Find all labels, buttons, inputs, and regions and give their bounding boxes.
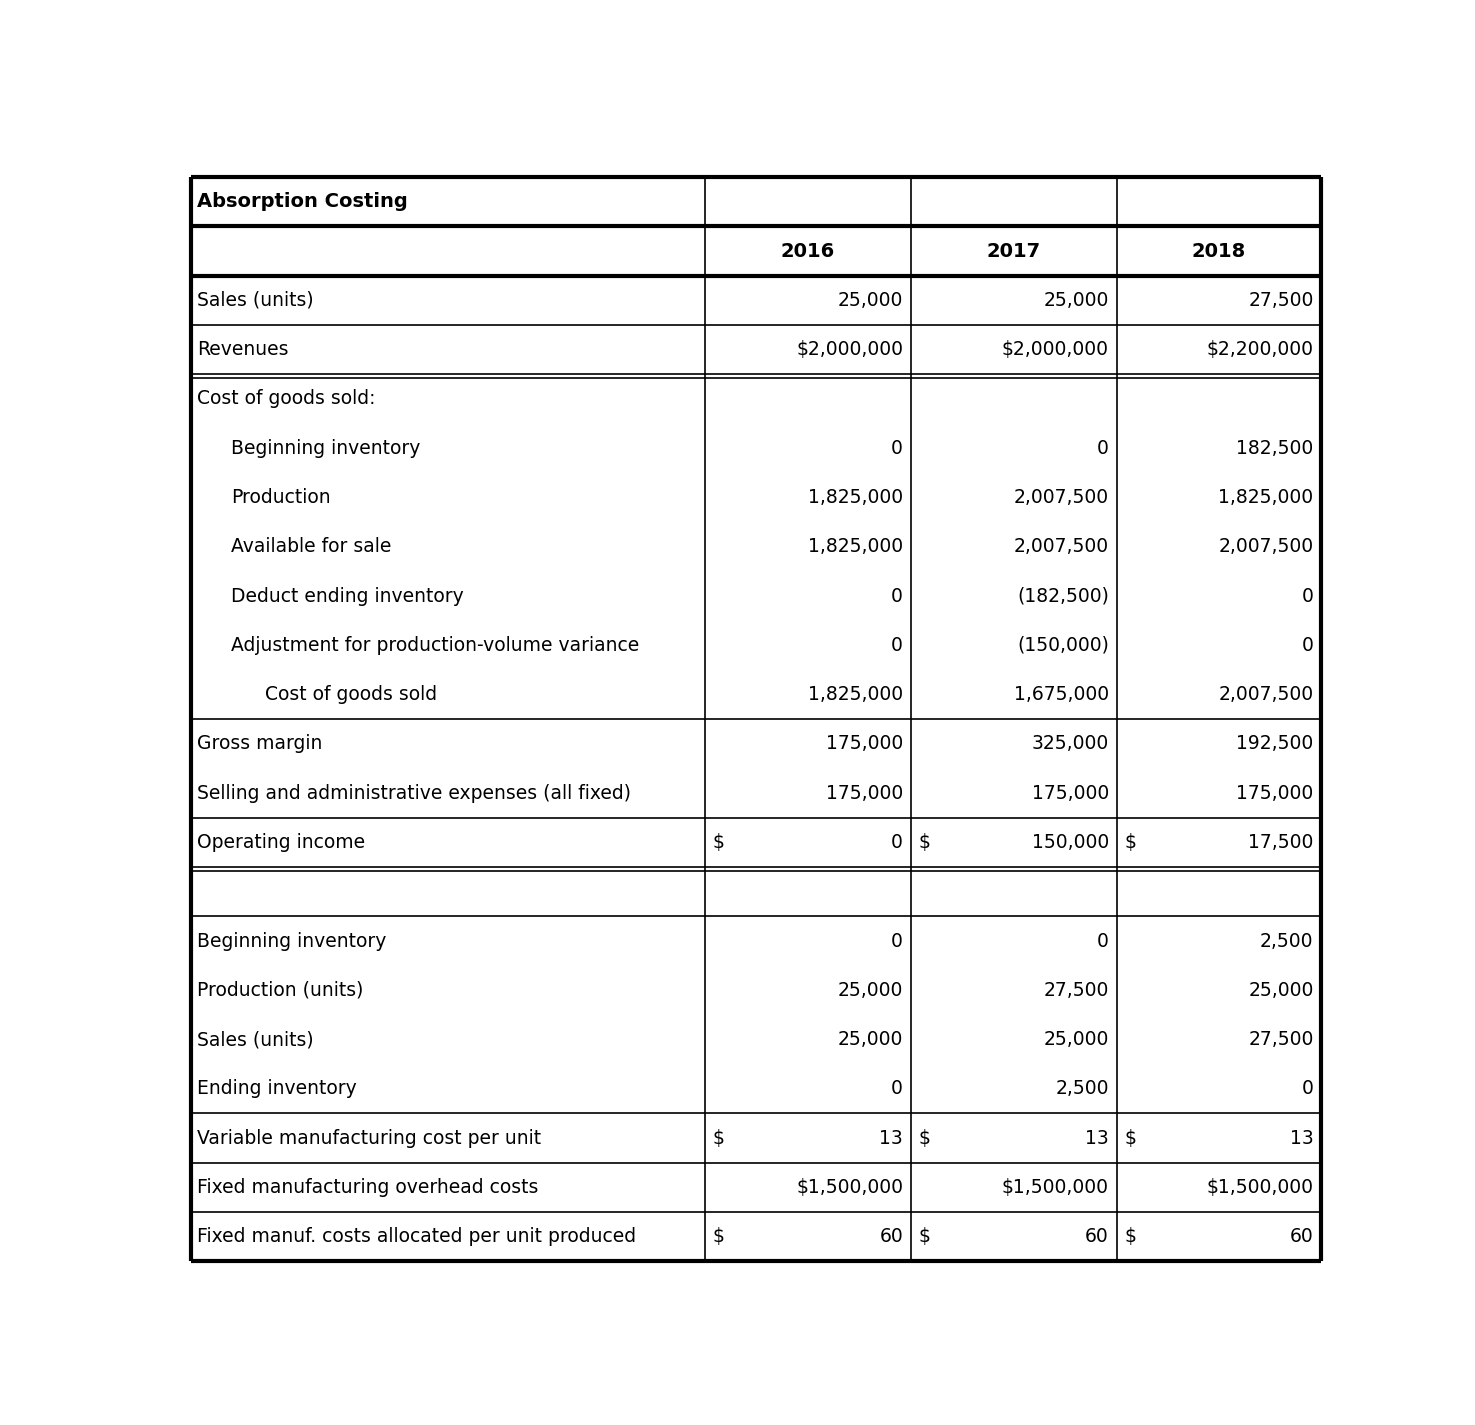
Text: Fixed manuf. costs allocated per unit produced: Fixed manuf. costs allocated per unit pr… — [196, 1227, 636, 1247]
Text: Cost of goods sold:: Cost of goods sold: — [196, 389, 375, 409]
Text: Gross margin: Gross margin — [196, 734, 322, 754]
Text: 27,500: 27,500 — [1248, 1030, 1314, 1049]
Text: 175,000: 175,000 — [1031, 784, 1109, 802]
Text: $: $ — [1124, 834, 1136, 852]
Text: 2,007,500: 2,007,500 — [1013, 487, 1109, 507]
Text: $: $ — [1124, 1129, 1136, 1147]
Text: 25,000: 25,000 — [838, 1030, 903, 1049]
Text: 1,825,000: 1,825,000 — [808, 537, 903, 556]
Text: Selling and administrative expenses (all fixed): Selling and administrative expenses (all… — [196, 784, 631, 802]
Text: Production (units): Production (units) — [196, 980, 363, 1000]
Text: 60: 60 — [879, 1227, 903, 1247]
Text: $1,500,000: $1,500,000 — [1207, 1178, 1314, 1197]
Text: $2,200,000: $2,200,000 — [1207, 341, 1314, 359]
Text: $: $ — [712, 1227, 724, 1247]
Text: 13: 13 — [879, 1129, 903, 1147]
Text: Deduct ending inventory: Deduct ending inventory — [232, 587, 463, 606]
Text: 25,000: 25,000 — [838, 980, 903, 1000]
Text: Sales (units): Sales (units) — [196, 291, 313, 309]
Text: Absorption Costing: Absorption Costing — [196, 192, 407, 211]
Text: Cost of goods sold: Cost of goods sold — [266, 685, 437, 704]
Text: 2,007,500: 2,007,500 — [1218, 537, 1314, 556]
Text: 13: 13 — [1289, 1129, 1314, 1147]
Text: 25,000: 25,000 — [1043, 1030, 1109, 1049]
Text: 2016: 2016 — [780, 242, 835, 261]
Text: 0: 0 — [891, 932, 903, 950]
Text: 13: 13 — [1086, 1129, 1109, 1147]
Text: 25,000: 25,000 — [1043, 291, 1109, 309]
Text: 17,500: 17,500 — [1248, 834, 1314, 852]
Text: 0: 0 — [891, 636, 903, 656]
Text: $: $ — [919, 1129, 931, 1147]
Text: 182,500: 182,500 — [1236, 439, 1314, 457]
Text: Fixed manufacturing overhead costs: Fixed manufacturing overhead costs — [196, 1178, 538, 1197]
Text: 27,500: 27,500 — [1248, 291, 1314, 309]
Text: 0: 0 — [1301, 587, 1314, 606]
Text: $1,500,000: $1,500,000 — [796, 1178, 903, 1197]
Text: Revenues: Revenues — [196, 341, 288, 359]
Text: $2,000,000: $2,000,000 — [796, 341, 903, 359]
Text: 1,825,000: 1,825,000 — [1218, 487, 1314, 507]
Text: Operating income: Operating income — [196, 834, 364, 852]
Text: 25,000: 25,000 — [1248, 980, 1314, 1000]
Text: Beginning inventory: Beginning inventory — [232, 439, 420, 457]
Text: 325,000: 325,000 — [1031, 734, 1109, 754]
Text: Variable manufacturing cost per unit: Variable manufacturing cost per unit — [196, 1129, 541, 1147]
Text: 1,675,000: 1,675,000 — [1013, 685, 1109, 704]
Text: 0: 0 — [891, 834, 903, 852]
Text: $1,500,000: $1,500,000 — [1002, 1178, 1109, 1197]
Text: 0: 0 — [891, 587, 903, 606]
Text: 2,007,500: 2,007,500 — [1218, 685, 1314, 704]
Text: 60: 60 — [1086, 1227, 1109, 1247]
Text: 1,825,000: 1,825,000 — [808, 487, 903, 507]
Text: 175,000: 175,000 — [826, 734, 903, 754]
Text: $: $ — [919, 834, 931, 852]
Text: 0: 0 — [1097, 932, 1109, 950]
Text: 25,000: 25,000 — [838, 291, 903, 309]
Text: 0: 0 — [891, 1079, 903, 1099]
Text: 2,500: 2,500 — [1260, 932, 1314, 950]
Text: $: $ — [1124, 1227, 1136, 1247]
Text: Adjustment for production-volume variance: Adjustment for production-volume varianc… — [232, 636, 639, 656]
Text: (150,000): (150,000) — [1018, 636, 1109, 656]
Text: $: $ — [919, 1227, 931, 1247]
Text: 2018: 2018 — [1192, 242, 1246, 261]
Text: $: $ — [712, 1129, 724, 1147]
Text: Beginning inventory: Beginning inventory — [196, 932, 386, 950]
Text: 60: 60 — [1289, 1227, 1314, 1247]
Text: 1,825,000: 1,825,000 — [808, 685, 903, 704]
Text: Production: Production — [232, 487, 330, 507]
Text: Ending inventory: Ending inventory — [196, 1079, 357, 1099]
Text: 2017: 2017 — [987, 242, 1041, 261]
Text: 0: 0 — [1301, 636, 1314, 656]
Text: 2,500: 2,500 — [1056, 1079, 1109, 1099]
Text: 2,007,500: 2,007,500 — [1013, 537, 1109, 556]
Text: 0: 0 — [1301, 1079, 1314, 1099]
Text: $2,000,000: $2,000,000 — [1002, 341, 1109, 359]
Text: 175,000: 175,000 — [1236, 784, 1314, 802]
Text: 192,500: 192,500 — [1236, 734, 1314, 754]
Text: Sales (units): Sales (units) — [196, 1030, 313, 1049]
Text: 0: 0 — [1097, 439, 1109, 457]
Text: $: $ — [712, 834, 724, 852]
Text: Available for sale: Available for sale — [232, 537, 391, 556]
Text: 27,500: 27,500 — [1043, 980, 1109, 1000]
Text: 0: 0 — [891, 439, 903, 457]
Text: (182,500): (182,500) — [1018, 587, 1109, 606]
Text: 150,000: 150,000 — [1031, 834, 1109, 852]
Text: 175,000: 175,000 — [826, 784, 903, 802]
